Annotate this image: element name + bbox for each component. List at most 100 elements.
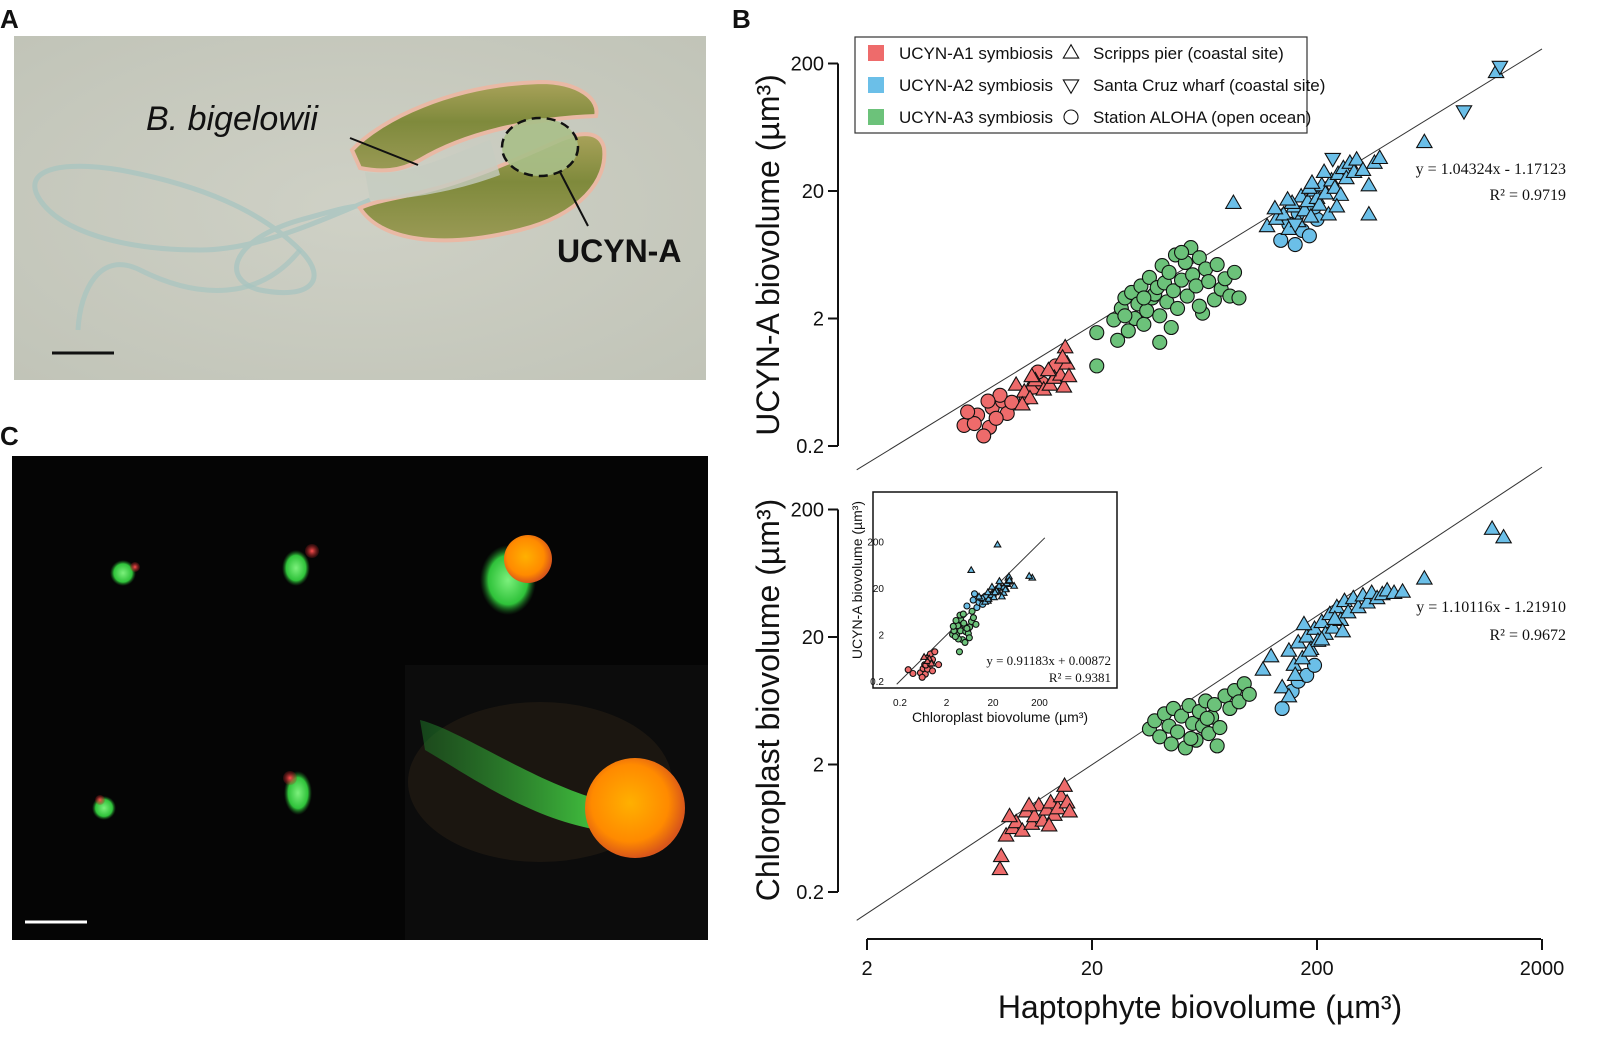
bottom-y-tick-label: 2 (813, 755, 824, 777)
bottom-fit-equation: y = 1.10116x - 1.21910 (1416, 599, 1566, 616)
legend-site-marker (1062, 79, 1080, 95)
chart-ucyn-vs-haptophyte: 0.2 2 20 200 y = 1.04324x - 1.17123 R² = 0.… (750, 48, 1567, 471)
inset-data-point (961, 638, 969, 646)
bottom-data-point (1231, 694, 1247, 710)
x-tick-label: 200 (1300, 958, 1333, 980)
bottom-data-point (1152, 729, 1168, 745)
top-data-point (1173, 244, 1190, 260)
top-data-point (1332, 185, 1350, 201)
legend-swatch (868, 45, 884, 61)
inset-x-tick-label: 2 (944, 698, 950, 709)
inset-data-point (970, 590, 979, 598)
bottom-y-tick-label: 200 (791, 500, 824, 522)
ucyn-a-outline (500, 116, 580, 178)
top-fit-r2: R² = 0.9719 (1490, 187, 1567, 204)
top-data-point (1371, 149, 1389, 165)
top-y-tick-label: 200 (791, 54, 824, 76)
top-data-point (1191, 250, 1207, 266)
inset-data-point (965, 634, 973, 642)
legend: UCYN-A1 symbiosis UCYN-A2 symbiosis UCYN-A… (854, 36, 1325, 134)
inset-data-point (935, 661, 943, 669)
inset-data-point (923, 656, 932, 665)
legend-site-label: Santa Cruz wharf (coastal site) (1093, 76, 1325, 95)
bottom-data-point (1300, 641, 1319, 657)
bottom-data-point (1273, 678, 1291, 694)
inset-data-point (989, 592, 999, 601)
inset-data-point (952, 616, 960, 625)
inset-fit-r2: R² = 0.9381 (1049, 670, 1111, 685)
bottom-data-point (1183, 730, 1199, 747)
panel-a-micrograph: B. bigelowii UCYN-A (14, 36, 706, 380)
top-data-point (1139, 303, 1155, 319)
inset-data-point (931, 648, 939, 656)
bottom-data-point (1206, 697, 1222, 713)
top-data-point (988, 410, 1004, 426)
inset-data-point (949, 622, 957, 630)
inset-data-point (983, 587, 993, 596)
top-data-point (1302, 207, 1320, 223)
legend-swatch (868, 109, 884, 125)
inset-data-point (995, 576, 1004, 584)
top-data-point (1165, 283, 1181, 299)
bottom-data-point (1199, 710, 1215, 726)
bottom-data-point (1262, 647, 1280, 663)
bottom-data-point (1306, 657, 1323, 673)
legend-site-label: Station ALOHA (open ocean) (1093, 108, 1311, 127)
inset-data-point (972, 620, 980, 628)
bottom-y-axis-label: Chloroplast biovolume (µm³) (750, 499, 786, 902)
inset-x-tick-label: 200 (1031, 698, 1048, 709)
inset-data-point (904, 666, 912, 674)
top-data-point (1120, 323, 1136, 339)
top-data-point (960, 404, 976, 420)
bottom-data-point (1020, 796, 1038, 812)
top-data-point (1161, 264, 1177, 280)
bottom-data-point (1055, 776, 1074, 792)
top-data-point (1191, 298, 1207, 314)
top-data-point (1287, 237, 1303, 253)
bottom-data-point (1293, 649, 1311, 665)
bottom-data-point (1280, 687, 1298, 703)
top-data-point (1152, 308, 1168, 324)
inset-data-point (963, 602, 971, 610)
top-data-point (1266, 199, 1284, 215)
top-data-point (1360, 176, 1378, 192)
top-data-point (1136, 290, 1152, 306)
inset-x-tick-label: 20 (987, 698, 999, 709)
bottom-data-point (1163, 736, 1179, 752)
bottom-fit-line (856, 466, 1543, 921)
top-data-point (1319, 205, 1338, 221)
legend-group-label: UCYN-A1 symbiosis (899, 44, 1053, 63)
top-data-point (1055, 377, 1073, 393)
legend-site-marker (1062, 43, 1080, 59)
panel-label-b: B (732, 4, 751, 34)
bottom-data-point (1298, 627, 1316, 643)
inset-data-point (919, 652, 929, 660)
top-data-point (1053, 348, 1072, 364)
top-data-point (1224, 194, 1243, 209)
bottom-data-point (1393, 582, 1412, 598)
top-data-point (1152, 334, 1168, 350)
bottom-data-point (1274, 700, 1290, 717)
inset-data-point (959, 610, 967, 618)
top-data-point (1360, 205, 1378, 221)
legend-site-marker (1063, 109, 1079, 125)
bottom-data-point (1333, 622, 1352, 638)
inset-y-tick-label: 2 (878, 631, 884, 642)
bottom-data-point (1241, 686, 1257, 702)
legend-site-label: Scripps pier (coastal site) (1093, 44, 1284, 63)
top-data-point (1201, 273, 1217, 290)
inset-data-point (968, 607, 976, 615)
top-data-point (1021, 389, 1039, 405)
host-label: B. bigelowii (146, 100, 319, 138)
top-data-point (1491, 60, 1509, 76)
bottom-data-point (1313, 630, 1331, 646)
inset-data-point (969, 596, 977, 604)
inset-data-point (951, 633, 959, 641)
top-data-point (1060, 367, 1078, 383)
bottom-y-tick-label: 0.2 (796, 882, 824, 904)
inset-data-point (997, 592, 1007, 600)
top-data-point (1110, 332, 1126, 348)
bottom-data-point (1286, 666, 1304, 681)
top-data-point (1347, 150, 1366, 166)
